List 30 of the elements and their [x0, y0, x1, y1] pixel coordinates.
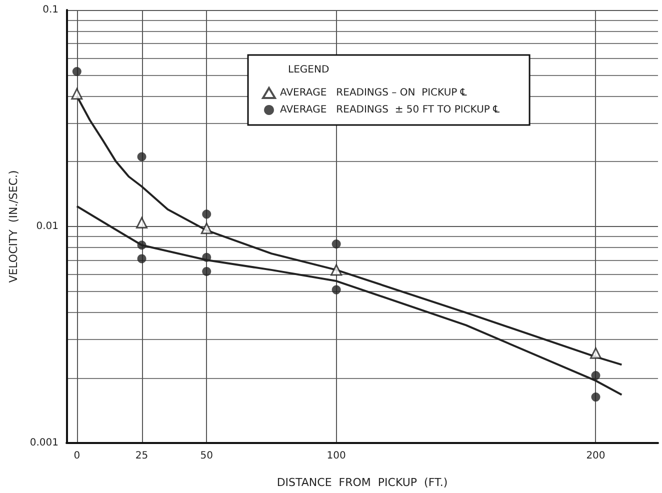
line-series	[76, 205, 623, 396]
x-tick-label: 200	[586, 450, 606, 462]
x-tick-label: 100	[326, 450, 346, 462]
point	[202, 252, 212, 262]
point	[136, 217, 148, 229]
y-axis-title: VELOCITY (IN./SEC.)	[7, 170, 20, 283]
x-tick-label: 25	[135, 450, 148, 462]
point	[590, 347, 602, 359]
point	[200, 222, 212, 234]
y-tick-label: 0.001	[30, 438, 59, 448]
legend-label: AVERAGE READINGS ± 50 FT TO PICKUP ℄	[280, 104, 500, 116]
point	[332, 285, 341, 294]
point	[137, 240, 146, 250]
point	[330, 264, 342, 276]
x-tick-label: 0	[74, 450, 80, 462]
y-tick-label: 0.1	[42, 4, 59, 16]
y-tick-label: 0.01	[36, 221, 59, 232]
point	[202, 210, 212, 219]
point	[332, 240, 341, 249]
point	[591, 371, 600, 380]
legend-title: LEGEND	[288, 64, 330, 76]
point	[137, 254, 146, 264]
x-axis-title: DISTANCE FROM PICKUP (FT.)	[276, 476, 448, 489]
point	[202, 266, 212, 276]
point	[71, 88, 83, 100]
point	[72, 66, 82, 76]
point	[591, 392, 600, 402]
point	[137, 152, 146, 162]
x-tick-label: 50	[200, 450, 213, 462]
legend-label: AVERAGE READINGS – ON PICKUP ℄	[280, 88, 468, 98]
